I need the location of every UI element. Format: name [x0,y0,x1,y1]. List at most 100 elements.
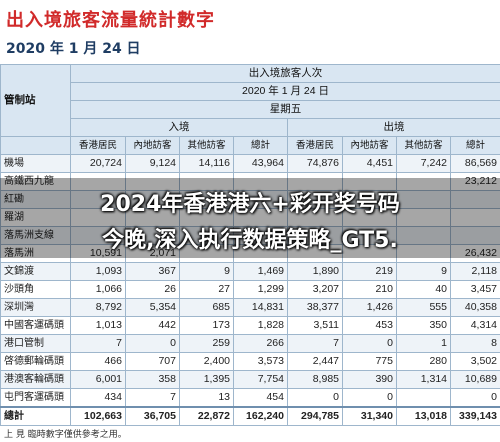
table-cell: 3,207 [287,280,343,299]
total-cell: 102,663 [70,406,126,426]
table-cell: 266 [233,334,288,353]
table-cell [70,226,126,245]
table-cell: 38,377 [287,298,343,317]
table-cell: 0 [125,334,180,353]
table-date-header: 2020 年 1 月 24 日 [70,82,500,101]
column-header: 內地訪客 [125,136,180,155]
table-cell [287,190,343,209]
table-cell: 2,400 [179,352,234,371]
table-cell: 27 [179,280,234,299]
table-cell: 0 [450,388,500,408]
control-point-name: 落馬洲 [0,244,71,263]
table-cell: 1,890 [287,262,343,281]
table-cell: 453 [342,316,397,335]
page-title: 出入境旅客流量統計數字 [6,10,215,31]
column-header: 總計 [233,136,288,155]
table-cell [396,388,451,408]
table-cell: 1,314 [396,370,451,389]
table-cell: 466 [70,352,126,371]
control-point-name: 機場 [0,154,71,173]
passenger-traffic-table: 管制站 出入境旅客人次 2020 年 1 月 24 日星期五 入境 出境 香港居民 內地訪客… [0,64,500,426]
table-cell: 26 [125,280,180,299]
column-header: 內地訪客 [342,136,397,155]
column-header: 其他訪客 [396,136,451,155]
table-main-header: 出入境旅客人次 [70,64,500,83]
control-point-header: 管制站 [0,64,71,137]
table-cell [233,208,288,227]
total-cell: 22,872 [179,406,234,426]
table-cell: 4,451 [342,154,397,173]
departure-header: 出境 [287,118,500,137]
table-cell: 26,432 [450,244,500,263]
control-point-name: 沙頭角 [0,280,71,299]
table-cell [179,172,234,191]
table-cell: 9,124 [125,154,180,173]
table-cell [342,172,397,191]
table-cell: 1,066 [70,280,126,299]
table-cell [125,190,180,209]
table-row: 港澳客輪碼頭 6,001 358 1,395 7,754 8,985 390 1,314 10,… [0,370,500,389]
table-cell: 74,876 [287,154,343,173]
table-cell [342,190,397,209]
table-cell [342,226,397,245]
total-cell: 339,143 [450,406,500,426]
table-cell: 40 [396,280,451,299]
table-cell: 9 [179,262,234,281]
arrival-header: 入境 [70,118,288,137]
table-cell: 1,299 [233,280,288,299]
table-cell: 555 [396,298,451,317]
table-cell: 3,457 [450,280,500,299]
table-cell: 0 [287,388,343,408]
table-row: 沙頭角 1,066 26 27 1,299 3,207 210 40 3,457 [0,280,500,299]
page-date: 2020 年 1 月 24 日 [6,41,141,57]
table-cell: 43,964 [233,154,288,173]
total-cell: 294,785 [287,406,343,426]
table-cell: 3,573 [233,352,288,371]
table-cell: 86,569 [450,154,500,173]
table-cell [396,208,451,227]
footnote: 上 ⾒ 臨時數字僅供參考之用。 [4,430,127,440]
column-header: 其他訪客 [179,136,234,155]
control-point-name: 文錦渡 [0,262,71,281]
table-row: 機場 20,724 9,124 14,116 43,964 74,876 4,451 7,24… [0,154,500,173]
table-cell: 9 [396,262,451,281]
table-row: 羅湖 [0,208,500,227]
table-cell: 0 [342,334,397,353]
total-cell: 13,018 [396,406,451,426]
total-cell: 36,705 [125,406,180,426]
table-cell [70,208,126,227]
table-cell: 7 [70,334,126,353]
table-cell: 1,395 [179,370,234,389]
table-cell [287,244,343,263]
table-cell: 173 [179,316,234,335]
table-cell: 707 [125,352,180,371]
overlay-band [0,178,500,258]
table-cell: 1,093 [70,262,126,281]
table-cell: 390 [342,370,397,389]
table-row: 落馬洲支線 [0,226,500,245]
table-cell: 210 [342,280,397,299]
table-weekday-header: 星期五 [70,100,500,119]
table-cell: 350 [396,316,451,335]
table-cell: 219 [342,262,397,281]
table-cell: 367 [125,262,180,281]
control-point-name: 港澳客輪碼頭 [0,370,71,389]
table-cell: 259 [179,334,234,353]
table-cell [287,226,343,245]
table-cell: 2,118 [450,262,500,281]
table-cell: 7 [125,388,180,408]
control-point-name: 港口管制 [0,334,71,353]
table-cell [179,208,234,227]
control-point-name: 啓德郵輪碼頭 [0,352,71,371]
table-cell [125,208,180,227]
table-cell [125,226,180,245]
table-cell [287,172,343,191]
table-cell [233,244,288,263]
table-cell: 3,511 [287,316,343,335]
table-cell: 23,212 [450,172,500,191]
table-cell [342,208,397,227]
table-cell [450,226,500,245]
table-cell: 20,724 [70,154,126,173]
table-cell: 5,354 [125,298,180,317]
column-header: 總計 [450,136,500,155]
